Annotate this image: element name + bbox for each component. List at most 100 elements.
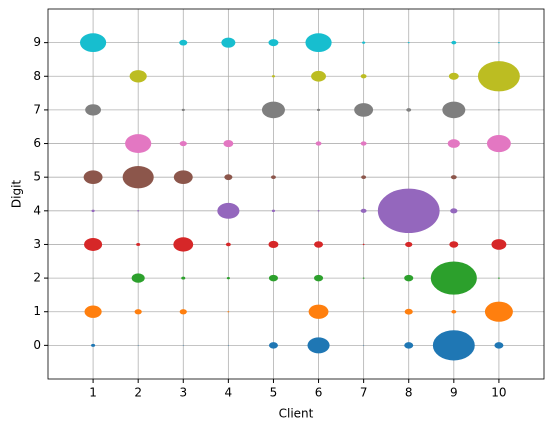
x-tick-label: 5 [270,386,278,400]
y-tick-label: 1 [33,304,41,318]
y-tick-label: 8 [33,69,41,83]
bubble [83,170,103,184]
bubble [134,309,142,315]
y-tick-label: 2 [33,271,41,285]
bubble [362,277,365,279]
bubble [486,134,511,153]
bubble [85,104,101,116]
bubble [315,141,322,146]
bubble [494,342,504,349]
bubble [377,188,440,234]
bubble [451,40,457,45]
bubble [224,174,233,181]
bubble [181,108,185,112]
bubble [179,309,187,315]
bubble [271,75,276,78]
bubble [442,101,466,119]
y-tick-label: 7 [33,102,41,116]
bubble [448,72,459,80]
bubble [361,175,367,179]
bubble [122,165,154,189]
x-tick-label: 7 [360,386,368,400]
y-tick-label: 9 [33,35,41,49]
bubble [179,39,188,46]
bubble [271,209,276,212]
bubble [125,134,152,153]
bubble [131,273,145,283]
y-axis-label: Digit [10,180,24,209]
x-tick-label: 8 [405,386,413,400]
bubble [404,308,413,315]
bubble [268,274,278,282]
bubble [449,241,459,248]
bubble [84,237,103,251]
bubble [498,109,500,111]
bubble [137,210,140,212]
x-tick-label: 3 [179,386,187,400]
bubble [447,139,460,148]
bubble [91,343,96,347]
bubble [217,202,240,219]
bubble [84,305,102,318]
bubble [221,37,236,48]
bubble [405,241,413,248]
bubble [450,208,458,214]
bubble [261,101,285,119]
y-tick-label: 0 [33,338,41,352]
bubble [404,342,414,349]
y-tick-label: 3 [33,237,41,251]
bubble [354,103,374,117]
bubble [226,276,230,280]
bubble [362,243,365,246]
bubble [477,61,520,92]
bubble [137,345,139,346]
bubble [227,345,229,346]
bubble [360,208,367,213]
bubble [360,74,367,79]
bubble [80,33,107,53]
bubble [268,39,279,47]
bubble [305,33,332,53]
x-tick-label: 2 [134,386,142,400]
x-tick-label: 10 [491,386,506,400]
bubble [179,140,187,147]
bubble [407,41,410,44]
bubble [307,337,330,354]
bubble [484,301,513,322]
x-axis-label: Client [279,407,314,421]
bubble [136,242,141,246]
bubble [225,242,231,247]
bubble [317,210,320,212]
bubble [430,261,477,295]
bubble [268,240,279,249]
y-tick-label: 5 [33,170,41,184]
bubble [223,139,234,148]
bubble [363,345,365,346]
bubble [270,175,276,179]
bubble [268,342,278,349]
bubble [129,70,147,83]
bubble [450,175,457,180]
bubble [404,274,414,282]
bubble [311,70,326,82]
bubble [491,239,507,250]
x-tick-label: 6 [315,386,323,400]
x-tick-label: 4 [225,386,233,400]
plot-frame [47,8,545,380]
bubble [316,108,321,112]
bubble [227,109,230,111]
bubble [362,41,366,44]
bubble [432,330,475,361]
bubble [498,277,500,279]
bubble [314,274,324,282]
bubble [451,309,457,314]
bubble [406,108,412,112]
bubble [314,241,324,248]
bubble [182,345,184,346]
x-tick-label: 1 [89,386,97,400]
bubble [308,304,329,319]
bubble [498,41,500,44]
bubble [173,170,193,184]
y-tick-label: 4 [33,203,41,217]
